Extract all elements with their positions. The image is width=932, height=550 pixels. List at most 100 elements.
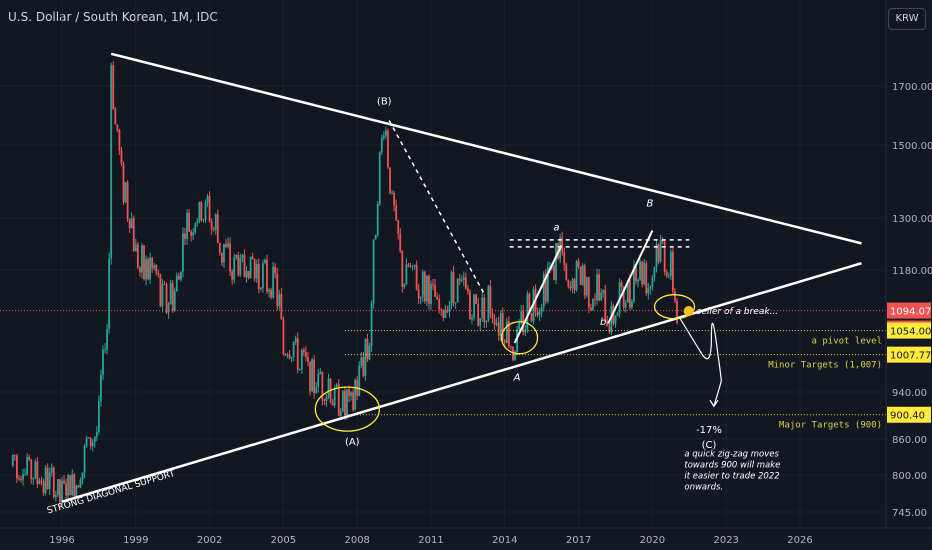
candle-body — [606, 321, 609, 327]
candle-body — [315, 387, 318, 393]
candle-body — [487, 285, 490, 321]
candle-body — [100, 374, 102, 401]
candle-body — [112, 65, 115, 109]
candle-body — [473, 294, 475, 318]
candle-body — [393, 192, 395, 206]
candle-body — [106, 329, 108, 350]
candle-body — [645, 262, 648, 294]
candle-body — [311, 359, 313, 392]
impulse-leg — [607, 230, 654, 324]
candle-body — [200, 202, 203, 220]
candle-body — [198, 202, 201, 221]
candle-body — [503, 340, 506, 343]
candle-body — [360, 357, 363, 366]
candle-body — [91, 442, 94, 446]
candle-body — [36, 461, 39, 484]
time-tick-label: 2002 — [197, 535, 222, 546]
candle-body — [362, 357, 365, 376]
candle-body — [352, 392, 354, 410]
candle-body — [120, 150, 123, 164]
candle-body — [294, 338, 297, 342]
candle-body — [196, 220, 199, 224]
price-tag: 1007.77 — [887, 346, 931, 363]
candle-body — [397, 220, 400, 234]
candle-body — [69, 475, 72, 496]
candle-body — [604, 289, 607, 322]
candle-body — [321, 372, 324, 400]
candle-body — [505, 321, 508, 343]
level-label: a pivot level — [812, 337, 882, 347]
candle-body — [661, 240, 664, 242]
candle-body — [102, 349, 104, 375]
candle-body — [579, 266, 582, 285]
candle-body — [75, 485, 78, 497]
candle-body — [52, 467, 55, 497]
candle-body — [42, 481, 45, 493]
candle-body — [233, 257, 236, 280]
time-tick-label: 2017 — [566, 535, 591, 546]
candle-body — [95, 431, 98, 437]
candle-body — [130, 217, 133, 229]
candle-body — [30, 459, 33, 480]
candle-body — [489, 285, 492, 314]
candle-body — [59, 479, 61, 503]
candle-body — [22, 474, 24, 480]
candle-body — [317, 373, 320, 388]
candle-body — [368, 345, 371, 360]
candle-body — [151, 257, 154, 269]
candle-body — [20, 479, 22, 481]
candle-body — [159, 274, 162, 307]
candle-body — [278, 294, 281, 306]
candle-body — [430, 284, 432, 304]
wave-label: b — [600, 317, 606, 328]
candle-body — [270, 289, 272, 298]
wave-label: -17% — [696, 425, 722, 436]
candle-body — [530, 313, 533, 322]
candle-body — [565, 264, 568, 281]
candle-body — [288, 354, 291, 359]
candle-body — [544, 274, 547, 302]
candle-body — [495, 322, 498, 325]
candle-body — [374, 235, 377, 240]
candle-body — [298, 368, 301, 370]
candle-body — [674, 291, 676, 302]
candle-body — [592, 299, 594, 310]
currency-button[interactable]: KRW — [888, 8, 926, 30]
candle-body — [452, 272, 455, 303]
candle-body — [87, 437, 90, 439]
candle-body — [290, 357, 293, 359]
hand-pointer-icon — [683, 306, 694, 317]
candle-body — [440, 309, 443, 311]
candle-body — [79, 479, 82, 488]
candle-body — [309, 361, 311, 392]
candle-body — [598, 274, 600, 301]
candle-body — [28, 457, 31, 460]
time-tick-label: 2011 — [418, 535, 443, 546]
candle-body — [327, 378, 330, 397]
candle-body — [542, 274, 545, 307]
candle-body — [382, 135, 385, 138]
candle-body — [149, 257, 152, 280]
time-tick-label: 2014 — [492, 535, 517, 546]
price-tag-bg — [887, 322, 931, 339]
trendline — [110, 52, 862, 245]
candle-body — [139, 267, 141, 273]
candle-body — [344, 391, 346, 416]
candle-body — [626, 280, 629, 303]
candle-body — [188, 212, 190, 232]
candle-body — [635, 266, 637, 282]
candle-body — [134, 244, 137, 252]
grid-lines — [0, 0, 886, 528]
candle-body — [143, 245, 145, 280]
candle-body — [268, 289, 270, 292]
candle-body — [512, 346, 514, 361]
candle-body — [48, 472, 51, 489]
wave-label: A — [513, 373, 521, 384]
time-tick-label: 2026 — [787, 535, 812, 546]
candle-body — [85, 437, 88, 446]
candle-body — [81, 472, 84, 480]
candle-body — [391, 192, 393, 194]
candle-body — [282, 318, 285, 355]
candle-body — [631, 301, 633, 308]
